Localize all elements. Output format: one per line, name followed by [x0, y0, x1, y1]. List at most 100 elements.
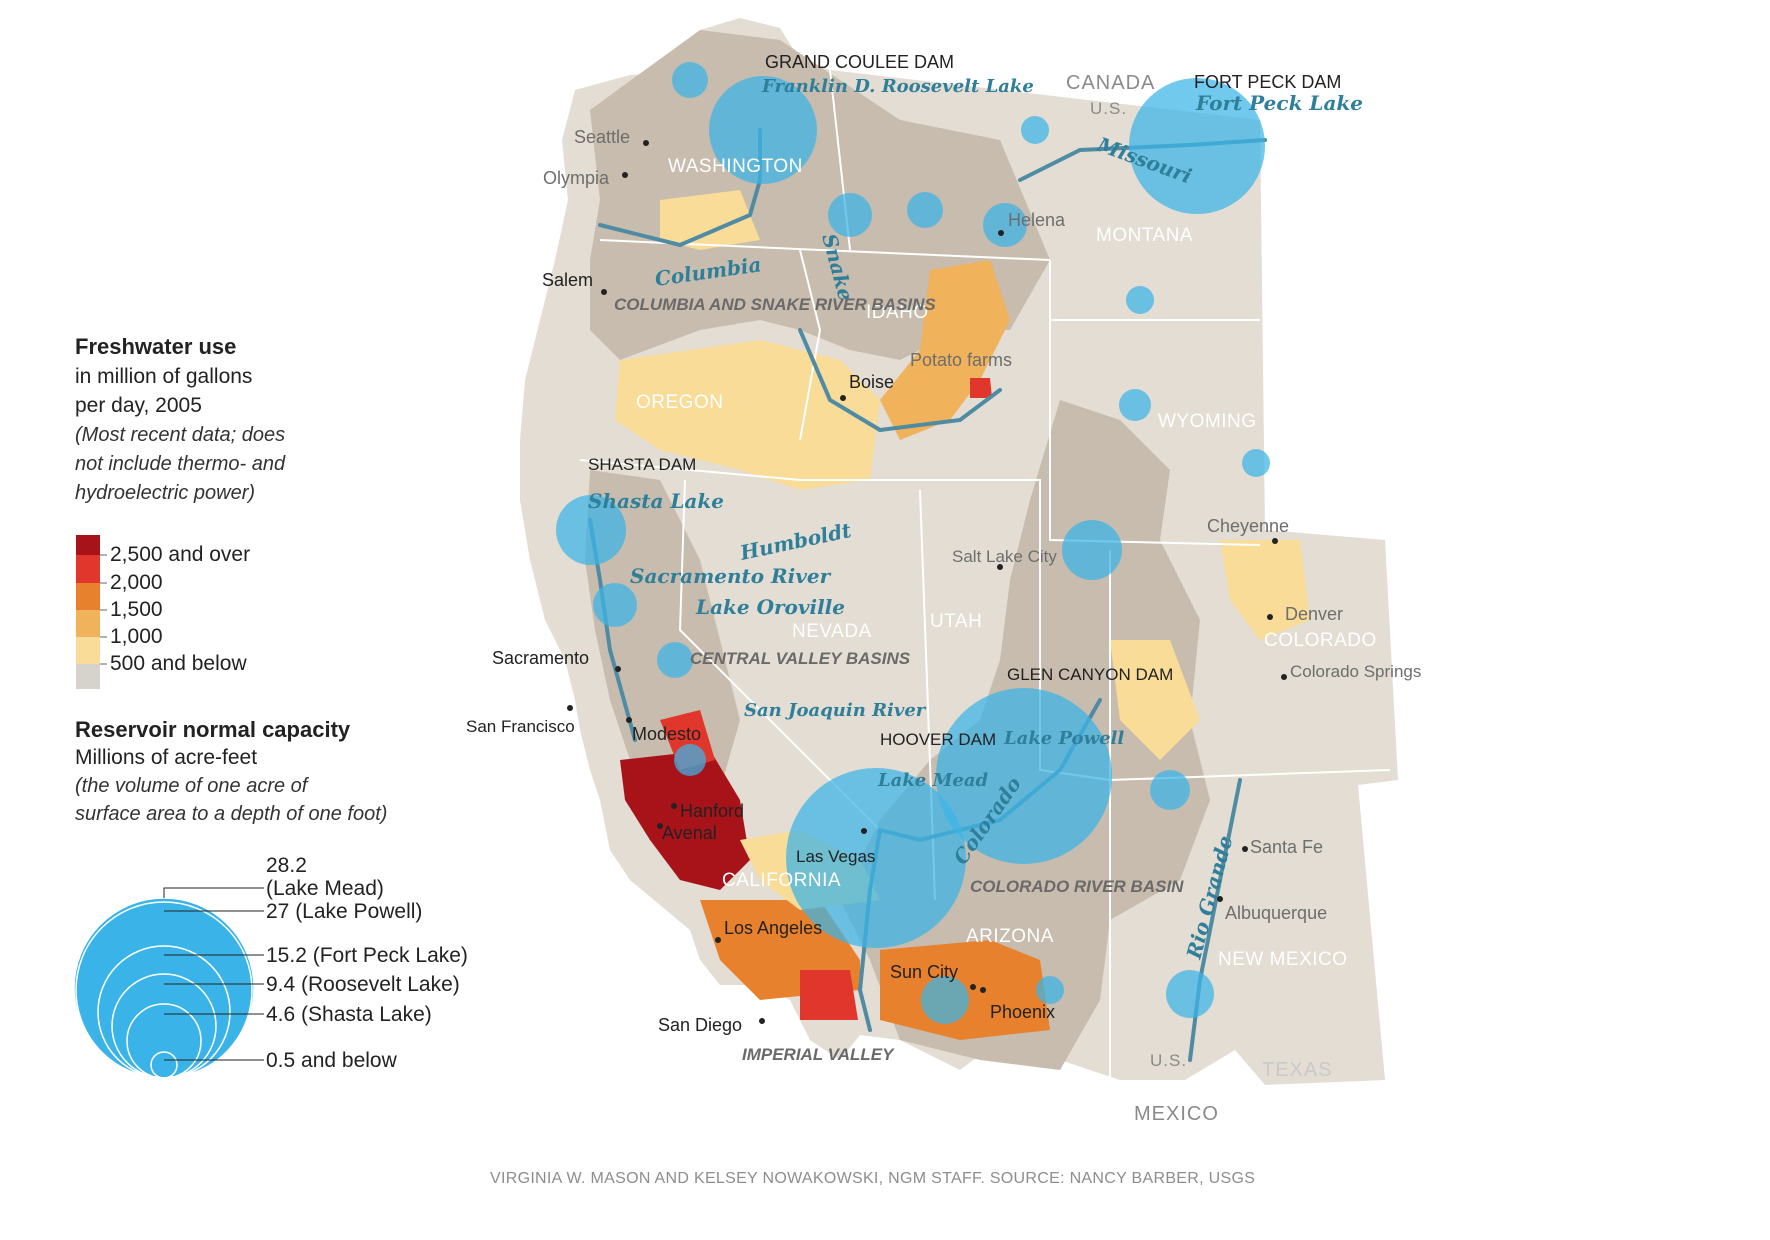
legend-reservoir-title: Reservoir normal capacity	[75, 717, 351, 742]
label-shasta-dam: SHASTA DAM	[588, 455, 696, 474]
reservoir-small	[1126, 286, 1154, 314]
label-lake-mead: Lake Mead	[877, 770, 989, 791]
label-imperial-valley: IMPERIAL VALLEY	[742, 1045, 895, 1064]
legend-swatches	[76, 535, 100, 689]
label-sacramento-river: Sacramento River	[630, 564, 832, 588]
legend-res-lake-mead-2: (Lake Mead)	[266, 877, 384, 900]
label-montana: MONTANA	[1096, 225, 1193, 246]
label-cheyenne: Cheyenne	[1207, 516, 1289, 536]
snake-river-line	[798, 328, 1002, 433]
water-use-oregon	[615, 340, 880, 490]
legend-freshwater-subtitle-2: per day, 2005	[75, 394, 202, 417]
label-modesto: Modesto	[632, 724, 701, 744]
label-fort-peck-dam: FORT PECK DAM	[1194, 72, 1341, 92]
label-idaho: IDAHO	[866, 302, 929, 323]
reservoir-small	[672, 62, 708, 98]
reservoir-small	[674, 744, 706, 776]
label-us-south: U.S.	[1150, 1051, 1187, 1070]
legend-class-1500: 1,500	[110, 598, 163, 621]
water-use-imperial	[800, 970, 858, 1020]
label-mexico: MEXICO	[1134, 1103, 1219, 1125]
label-hanford: Hanford	[680, 801, 744, 821]
legend-reservoir-subtitle: Millions of acre-feet	[75, 746, 257, 769]
label-nevada: NEVADA	[792, 621, 872, 642]
label-california: CALIFORNIA	[722, 870, 841, 891]
label-potato-farms: Potato farms	[910, 350, 1012, 370]
reservoir-small	[907, 192, 943, 228]
label-los-angeles: Los Angeles	[724, 918, 822, 938]
swatch-500	[76, 637, 100, 664]
label-columbia-snake-basins: COLUMBIA AND SNAKE RIVER BASINS	[614, 295, 936, 314]
label-avenal: Avenal	[662, 823, 717, 843]
label-denver: Denver	[1285, 604, 1343, 624]
label-phoenix: Phoenix	[990, 1002, 1055, 1022]
legend-circle-small	[150, 1051, 178, 1079]
rio-grande-line	[1188, 778, 1242, 1062]
legend-class-2000: 2,000	[110, 571, 163, 594]
label-lake-powell: Lake Powell	[1003, 728, 1124, 749]
label-santa-fe: Santa Fe	[1250, 837, 1323, 857]
legend-res-lake-mead-1: 28.2	[266, 854, 307, 877]
credit-line: VIRGINIA W. MASON AND KELSEY NOWAKOWSKI,…	[490, 1170, 1255, 1187]
water-use-washington	[660, 190, 760, 250]
water-use-colorado	[1110, 640, 1200, 760]
water-use-central-valley	[620, 750, 750, 890]
reservoir-small	[983, 203, 1027, 247]
label-lake-oroville: Lake Oroville	[695, 595, 845, 619]
reservoir-small	[1119, 389, 1151, 421]
label-grand-coulee-dam: GRAND COULEE DAM	[765, 52, 954, 72]
swatch-1000	[76, 610, 100, 637]
label-texas: TEXAS	[1262, 1059, 1333, 1081]
label-new-mexico: NEW MEXICO	[1218, 949, 1348, 970]
legend-reservoir-note-2: surface area to a depth of one foot)	[75, 803, 387, 825]
reservoir-oroville	[593, 583, 637, 627]
label-san-francisco: San Francisco	[466, 717, 575, 736]
reservoir-small	[1036, 976, 1064, 1004]
reservoir-small	[828, 193, 872, 237]
legend-class-1000: 1,000	[110, 625, 163, 648]
reservoir-small	[1021, 116, 1049, 144]
label-arizona: ARIZONA	[966, 926, 1054, 947]
water-use-front-range	[1220, 540, 1310, 640]
label-san-joaquin-river: San Joaquin River	[744, 700, 927, 721]
reservoir-small	[1166, 970, 1214, 1018]
label-albuquerque: Albuquerque	[1225, 903, 1327, 923]
reservoir-markers	[556, 62, 1270, 1024]
label-oregon: OREGON	[636, 392, 723, 413]
reservoir-small	[1150, 770, 1190, 810]
label-hoover-dam: HOOVER DAM	[880, 730, 996, 749]
label-wyoming: WYOMING	[1158, 411, 1257, 432]
legend-freshwater-note-2: not include thermo- and	[75, 453, 286, 475]
legend-freshwater-title: Freshwater use	[75, 334, 236, 359]
legend-class-500: 500 and below	[110, 652, 247, 675]
swatch-nodata	[76, 664, 100, 689]
legend-res-fort-peck: 15.2 (Fort Peck Lake)	[266, 944, 468, 967]
reservoir-small	[657, 642, 693, 678]
label-salt-lake-city: Salt Lake City	[952, 547, 1057, 566]
legend-res-roosevelt: 9.4 (Roosevelt Lake)	[266, 973, 460, 996]
legend-circles	[73, 897, 255, 1079]
label-central-valley-basins: CENTRAL VALLEY BASINS	[690, 649, 911, 668]
label-salem: Salem	[542, 270, 593, 290]
label-boise: Boise	[849, 372, 894, 392]
label-las-vegas: Las Vegas	[796, 847, 875, 866]
swatch-2000	[76, 555, 100, 583]
legend-reservoir-note-1: (the volume of one acre of	[75, 775, 310, 797]
water-use-potato	[970, 378, 992, 398]
swatch-2500	[76, 535, 100, 555]
reservoir-fort-peck	[1129, 78, 1265, 214]
water-use-idaho	[880, 260, 1010, 440]
legend-class-2500: 2,500 and over	[110, 543, 250, 566]
label-fdr-lake: Franklin D. Roosevelt Lake	[761, 76, 1034, 97]
legend: Freshwater use in million of gallons per…	[73, 334, 468, 1079]
reservoir-small	[1062, 520, 1122, 580]
legend-res-small: 0.5 and below	[266, 1049, 398, 1072]
label-colorado: COLORADO	[1264, 630, 1377, 651]
label-shasta-lake: Shasta Lake	[588, 489, 724, 513]
label-glen-canyon-dam: GLEN CANYON DAM	[1007, 665, 1173, 684]
legend-freshwater-subtitle-1: in million of gallons	[75, 365, 252, 388]
legend-res-shasta: 4.6 (Shasta Lake)	[266, 1003, 432, 1026]
city-markers	[567, 140, 1287, 1024]
reservoir-small	[921, 976, 969, 1024]
